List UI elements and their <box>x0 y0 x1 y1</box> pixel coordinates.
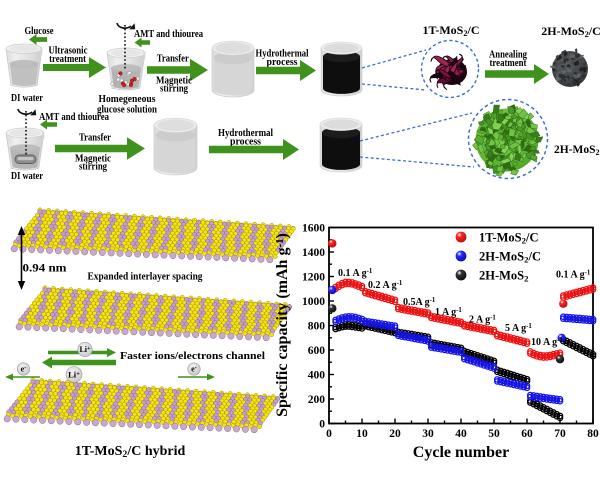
svg-text:1600: 1600 <box>302 223 325 235</box>
svg-text:2H-MoS2: 2H-MoS2 <box>554 144 600 157</box>
svg-text:10: 10 <box>356 428 368 440</box>
svg-text:1 A g-1: 1 A g-1 <box>435 307 462 318</box>
svg-text:600: 600 <box>308 345 326 357</box>
svg-text:2H-MoS2/C: 2H-MoS2/C <box>541 24 600 39</box>
svg-text:0: 0 <box>326 428 332 440</box>
svg-text:50: 50 <box>488 428 500 440</box>
svg-text:DI water: DI water <box>11 93 43 104</box>
svg-text:5 A g-1: 5 A g-1 <box>505 323 532 334</box>
svg-text:0.5A g-1: 0.5A g-1 <box>403 297 436 308</box>
svg-text:Hydrothermal: Hydrothermal <box>256 49 309 60</box>
svg-text:Magnetic: Magnetic <box>75 154 111 165</box>
svg-text:process: process <box>267 57 298 68</box>
svg-text:treatment: treatment <box>490 58 528 69</box>
svg-text:40: 40 <box>455 428 467 440</box>
svg-text:400: 400 <box>308 370 326 382</box>
svg-text:1400: 1400 <box>302 247 325 259</box>
svg-text:1T-MoS2/C hybrid: 1T-MoS2/C hybrid <box>75 444 186 460</box>
svg-text:Li+: Li+ <box>68 369 80 379</box>
svg-text:stirring: stirring <box>79 162 107 173</box>
svg-text:AMT and thiourea: AMT and thiourea <box>134 29 203 40</box>
svg-text:e-: e- <box>21 365 28 374</box>
svg-text:0.94 nm: 0.94 nm <box>23 261 67 275</box>
svg-text:60: 60 <box>521 428 533 440</box>
svg-text:1000: 1000 <box>302 296 325 308</box>
svg-text:AMT and thiourea: AMT and thiourea <box>39 112 109 123</box>
svg-text:Hydrothermal: Hydrothermal <box>218 128 273 139</box>
svg-text:2H-MoS2/C: 2H-MoS2/C <box>479 250 541 265</box>
svg-text:30: 30 <box>422 428 434 440</box>
svg-text:1T-MoS2/C: 1T-MoS2/C <box>422 23 479 38</box>
svg-text:80: 80 <box>587 428 599 440</box>
svg-text:1200: 1200 <box>302 272 325 284</box>
svg-text:Cycle number: Cycle number <box>413 444 509 461</box>
svg-text:e-: e- <box>191 365 198 374</box>
svg-text:0.1 A g-1: 0.1 A g-1 <box>338 268 373 279</box>
svg-text:20: 20 <box>389 428 401 440</box>
svg-text:2H-MoS2: 2H-MoS2 <box>479 269 529 284</box>
svg-text:70: 70 <box>554 428 566 440</box>
svg-text:200: 200 <box>308 394 326 406</box>
svg-text:2 A g-1: 2 A g-1 <box>469 315 496 326</box>
svg-text:Annealing: Annealing <box>489 50 527 61</box>
svg-text:glucose solution: glucose solution <box>97 105 157 116</box>
svg-text:Faster ions/electrons channel: Faster ions/electrons channel <box>120 351 265 362</box>
svg-text:Transfer: Transfer <box>157 54 189 65</box>
svg-text:0.2 A g-1: 0.2 A g-1 <box>368 280 403 291</box>
svg-text:Glucose: Glucose <box>25 26 54 37</box>
svg-text:Homegeneous: Homegeneous <box>99 94 156 105</box>
svg-text:stirring: stirring <box>160 84 188 95</box>
svg-text:10 A g-1: 10 A g-1 <box>531 337 563 348</box>
svg-text:0.1 A g-1: 0.1 A g-1 <box>556 270 591 281</box>
svg-text:Specific capacity (mAh g-1): Specific capacity (mAh g-1) <box>274 233 291 417</box>
svg-text:1T-MoS2/C: 1T-MoS2/C <box>479 231 538 246</box>
svg-text:process: process <box>230 137 261 148</box>
svg-text:0: 0 <box>319 419 325 431</box>
svg-text:Transfer: Transfer <box>79 133 111 144</box>
svg-text:800: 800 <box>308 321 326 333</box>
svg-text:treatment: treatment <box>49 54 87 65</box>
svg-text:Ultrasonic: Ultrasonic <box>49 46 88 57</box>
svg-text:DI water: DI water <box>11 171 43 182</box>
svg-text:Magnetic: Magnetic <box>156 76 192 87</box>
svg-text:Li+: Li+ <box>79 345 91 354</box>
svg-text:Expanded interlayer spacing: Expanded interlayer spacing <box>88 272 203 283</box>
